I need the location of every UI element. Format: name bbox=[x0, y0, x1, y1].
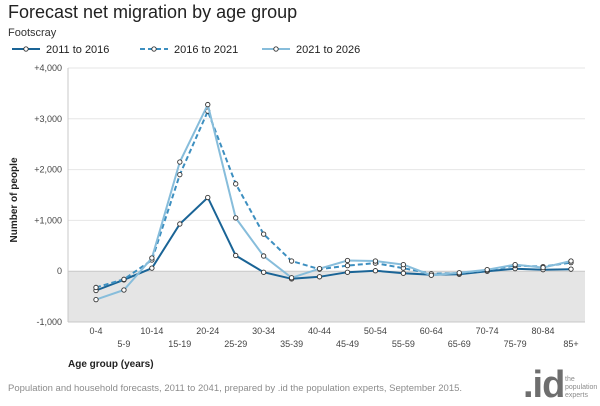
y-tick-label: -1,000 bbox=[36, 317, 62, 327]
legend-marker bbox=[273, 46, 279, 52]
legend-label: 2016 to 2021 bbox=[174, 44, 238, 56]
data-point bbox=[260, 253, 267, 259]
data-point bbox=[177, 159, 183, 165]
source-note: Population and household forecasts, 2011… bbox=[8, 383, 463, 394]
data-point bbox=[121, 287, 127, 293]
y-tick-label: +4,000 bbox=[34, 63, 62, 73]
data-point bbox=[149, 255, 155, 261]
x-tick-label: 60-64 bbox=[420, 326, 443, 336]
data-point bbox=[177, 221, 183, 227]
data-point bbox=[456, 270, 462, 276]
legend-label: 2011 to 2016 bbox=[46, 44, 109, 56]
negative-region-band bbox=[68, 271, 585, 322]
x-tick-label: 45-49 bbox=[336, 339, 359, 349]
data-point bbox=[372, 258, 379, 264]
data-point bbox=[316, 274, 323, 280]
legend-marker bbox=[151, 46, 157, 52]
x-tick-label: 15-19 bbox=[168, 339, 191, 349]
x-tick-label: 70-74 bbox=[476, 326, 499, 336]
data-point bbox=[233, 252, 239, 259]
x-tick-label: 65-69 bbox=[448, 339, 471, 349]
legend-marker bbox=[23, 46, 29, 52]
x-tick-label: 50-54 bbox=[364, 326, 387, 336]
y-axis-title: Number of people bbox=[9, 157, 20, 242]
data-point bbox=[372, 268, 379, 274]
legend-label: 2021 to 2026 bbox=[296, 44, 360, 56]
x-tick-label: 35-39 bbox=[280, 339, 303, 349]
data-point bbox=[400, 261, 407, 268]
logo-tagline-line: population bbox=[565, 384, 598, 391]
data-point bbox=[568, 266, 574, 272]
data-point bbox=[260, 269, 267, 275]
x-tick-label: 5-9 bbox=[117, 339, 130, 349]
data-point bbox=[93, 296, 99, 303]
data-point bbox=[177, 172, 183, 178]
x-tick-label: 75-79 bbox=[504, 339, 527, 349]
y-tick-label: +3,000 bbox=[34, 114, 62, 124]
data-point bbox=[428, 272, 434, 278]
data-point bbox=[344, 257, 351, 264]
series-line bbox=[95, 195, 572, 292]
data-point bbox=[400, 270, 407, 276]
x-tick-label: 0-4 bbox=[89, 326, 102, 336]
logo-mark: .id bbox=[523, 364, 565, 406]
line-chart: -1,000 0 +1,000 +2,000 +3,000 +4,000 0-4 5-9 10-… bbox=[9, 44, 585, 370]
x-tick-label: 40-44 bbox=[308, 326, 331, 336]
data-point bbox=[484, 267, 490, 273]
data-point bbox=[288, 258, 295, 264]
data-point bbox=[288, 275, 295, 281]
data-point bbox=[149, 265, 155, 271]
chart-title: Forecast net migration by age group bbox=[8, 2, 298, 22]
series-line bbox=[95, 108, 572, 289]
chart-subtitle: Footscray bbox=[8, 27, 57, 39]
x-tick-label: 25-29 bbox=[224, 339, 247, 349]
data-point bbox=[260, 231, 267, 237]
x-tick-label: 10-14 bbox=[140, 326, 163, 336]
data-point bbox=[316, 266, 323, 272]
logo-tagline-line: experts bbox=[565, 392, 588, 399]
data-point bbox=[233, 215, 239, 221]
data-point bbox=[205, 101, 211, 108]
y-tick-label: +1,000 bbox=[34, 215, 62, 225]
data-point bbox=[205, 194, 211, 201]
y-tick-label: 0 bbox=[57, 266, 62, 276]
data-point bbox=[512, 261, 518, 268]
x-tick-label: 55-59 bbox=[392, 339, 415, 349]
series-line bbox=[95, 101, 572, 301]
data-point bbox=[93, 284, 99, 291]
data-point bbox=[568, 258, 574, 264]
y-tick-label: +2,000 bbox=[34, 165, 62, 175]
data-point bbox=[121, 276, 127, 282]
data-point bbox=[344, 262, 351, 269]
x-tick-label: 30-34 bbox=[252, 326, 275, 336]
x-tick-label: 85+ bbox=[563, 339, 578, 349]
data-point bbox=[344, 269, 351, 275]
logo-tagline: the population experts bbox=[565, 376, 600, 400]
logo-tagline-line: the bbox=[565, 376, 575, 383]
data-point bbox=[233, 181, 239, 187]
id-logo: .id the population experts bbox=[523, 366, 600, 405]
data-point bbox=[540, 264, 546, 271]
x-axis-title: Age group (years) bbox=[68, 359, 154, 370]
x-tick-label: 20-24 bbox=[196, 326, 219, 336]
x-tick-label: 80-84 bbox=[532, 326, 555, 336]
